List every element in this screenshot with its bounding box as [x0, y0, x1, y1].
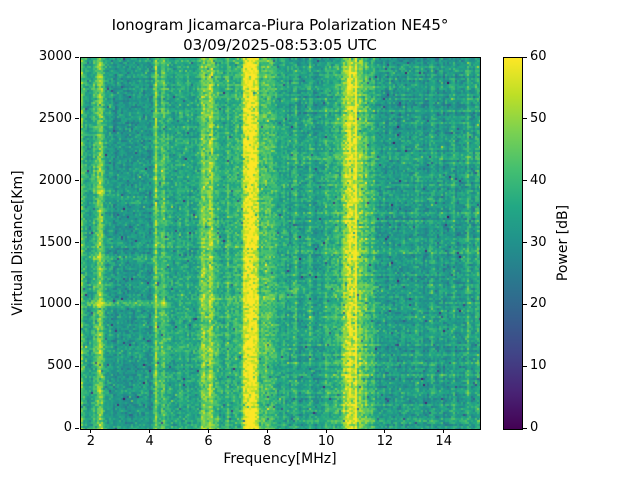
x-tick [443, 429, 445, 433]
x-tick-label: 10 [317, 434, 335, 449]
y-tick [75, 242, 79, 243]
colorbar-tick-label: 10 [530, 358, 547, 374]
colorbar-tick [523, 303, 527, 305]
chart-title: Ionogram Jicamarca-Piura Polarization NE… [111, 16, 449, 34]
x-tick [207, 429, 209, 433]
colorbar-tick-label: 20 [530, 296, 547, 312]
y-axis-label: Virtual Distance[Km] [10, 170, 26, 316]
x-tick [384, 429, 386, 433]
x-axis-label: Frequency[MHz] [223, 451, 337, 467]
colorbar-tick [523, 56, 527, 58]
colorbar-tick-label: 60 [530, 49, 547, 64]
title-block: Ionogram Jicamarca-Piura Polarization NE… [80, 15, 480, 55]
x-tick-label: 8 [263, 434, 272, 449]
y-tick-label: 3000 [38, 49, 72, 64]
x-tick-label: 12 [376, 434, 394, 449]
y-tick [75, 118, 79, 120]
x-tick-label: 14 [435, 434, 452, 449]
y-tick-label: 500 [47, 358, 72, 374]
y-tick-label: 1000 [38, 296, 72, 312]
x-tick [325, 429, 327, 433]
y-tick [75, 365, 79, 367]
colorbar-tick [523, 427, 527, 429]
x-tick [266, 429, 268, 433]
x-tick-label: 6 [204, 434, 213, 449]
colorbar-tick-label: 50 [530, 110, 547, 126]
y-tick-label: 1500 [38, 234, 72, 250]
y-tick [75, 180, 79, 182]
y-tick [75, 427, 79, 429]
colorbar-tick [523, 118, 527, 120]
y-tick-label: 2500 [38, 110, 72, 126]
plot-area [80, 57, 481, 430]
ionogram-heatmap [81, 58, 480, 429]
colorbar-label: Power [dB] [555, 204, 571, 282]
x-tick [90, 429, 92, 433]
colorbar-tick-label: 40 [530, 172, 547, 188]
y-tick [75, 303, 79, 305]
y-tick-label: 0 [63, 420, 72, 435]
colorbar [503, 57, 523, 430]
y-tick [75, 56, 79, 58]
x-tick [149, 429, 151, 433]
x-tick-label: 2 [86, 434, 96, 449]
colorbar-tick-label: 30 [530, 234, 547, 250]
y-tick-label: 2000 [38, 172, 72, 188]
x-tick-label: 4 [145, 434, 154, 449]
colorbar-tick [523, 180, 527, 182]
colorbar-tick [523, 365, 527, 367]
chart-subtitle: 03/09/2025-08:53:05 UTC [183, 36, 377, 54]
colorbar-tick [523, 242, 527, 243]
colorbar-tick-label: 0 [530, 420, 539, 435]
